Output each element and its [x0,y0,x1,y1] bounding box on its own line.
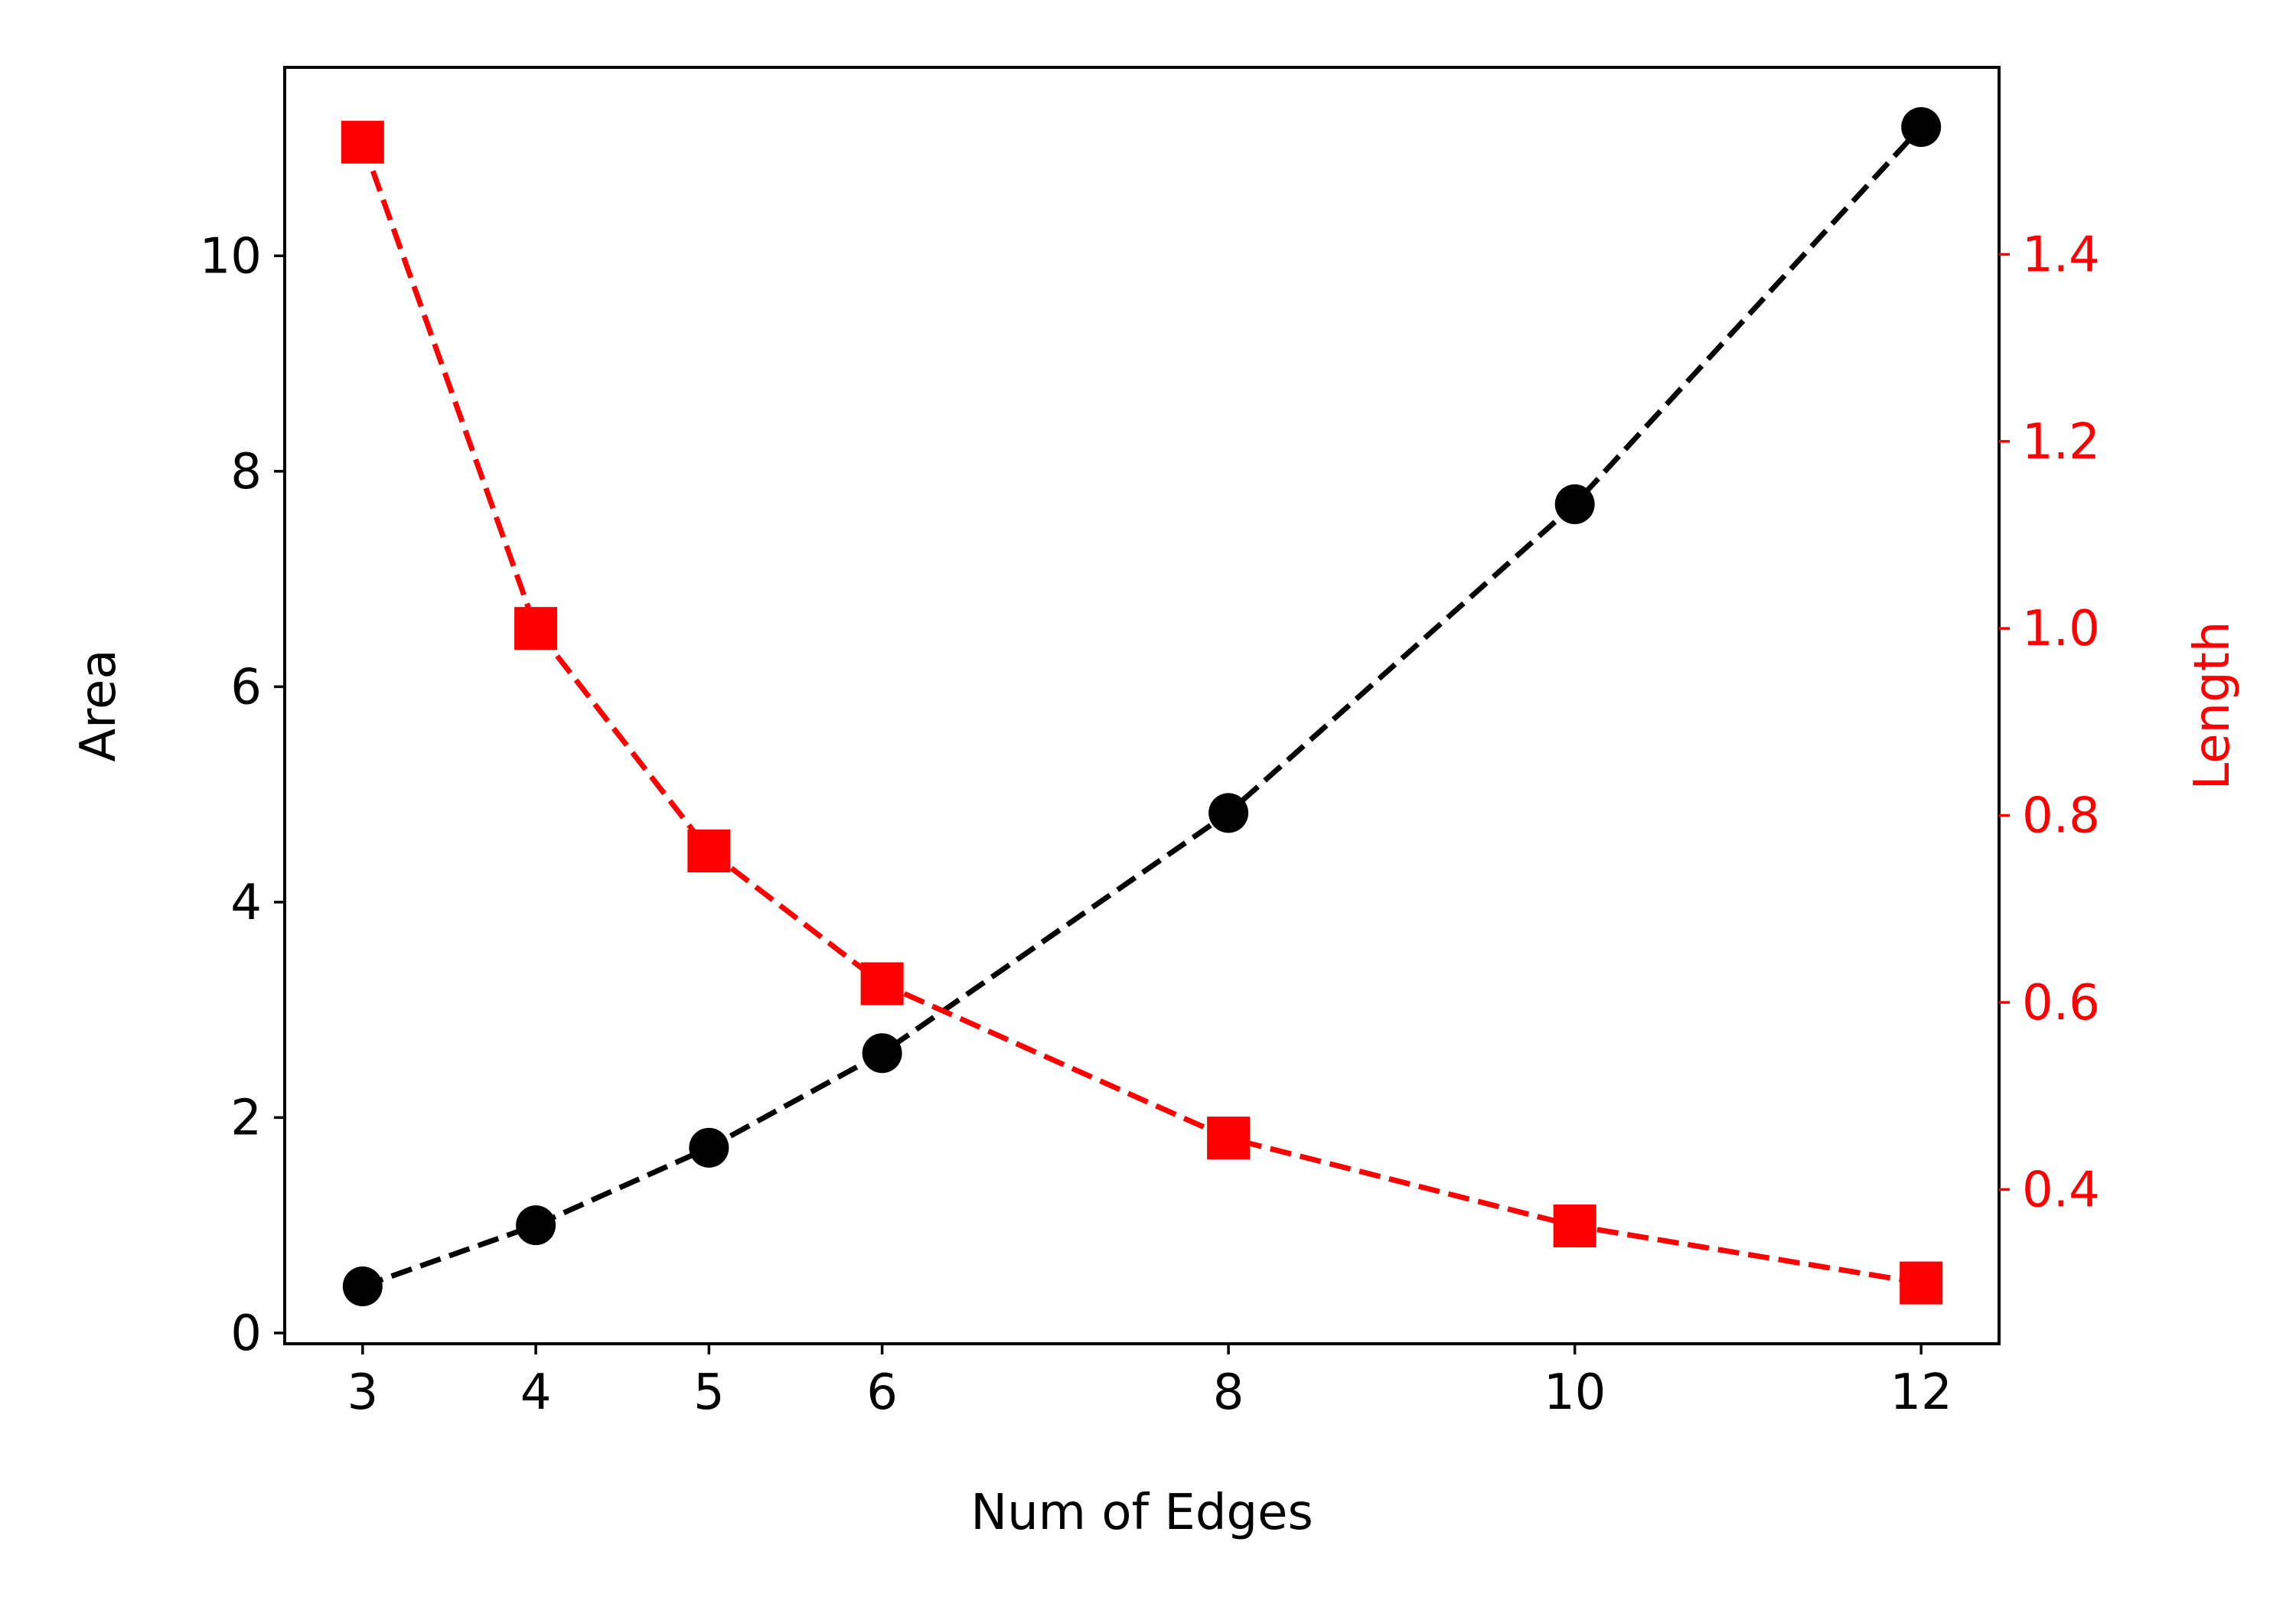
y-left-tick-label-8: 8 [230,444,262,500]
point-1-4 [514,607,558,650]
y-left-tick-label-0: 0 [230,1305,262,1362]
series-1-right [341,120,1943,1305]
point-1-3 [341,120,384,164]
x-tick-label-6: 6 [866,1364,898,1421]
point-0-5 [689,1127,729,1168]
y-axis-left: 0 2 4 6 8 10 [200,228,285,1362]
y-right-tick-label-0.6: 0.6 [2022,975,2100,1032]
y-left-tick-label-2: 2 [230,1090,262,1146]
x-tick-label-10: 10 [1544,1364,1606,1421]
point-0-10 [1554,484,1595,524]
point-1-6 [860,962,904,1006]
series-0-left [342,106,1942,1306]
x-tick-label-4: 4 [520,1364,552,1421]
y-left-tick-label-6: 6 [230,659,262,715]
point-1-12 [1900,1261,1943,1305]
x-axis: 3 4 5 6 8 10 12 [347,1344,1952,1421]
y-left-tick-label-4: 4 [230,875,262,931]
point-0-3 [342,1266,383,1306]
point-0-12 [1901,106,1942,147]
y-left-tick-label-10: 10 [200,228,262,285]
x-tick-label-3: 3 [347,1364,378,1421]
y-right-tick-label-1.0: 1.0 [2022,601,2100,657]
point-0-4 [516,1205,556,1246]
plot-frame [283,66,2001,1345]
y-right-tick-label-0.4: 0.4 [2022,1162,2100,1218]
point-1-5 [687,830,731,873]
x-tick-label-5: 5 [693,1364,725,1421]
y-axis-left-title: Area [70,649,127,761]
point-0-6 [862,1033,902,1074]
plot-area [341,106,1943,1306]
point-1-10 [1553,1204,1596,1248]
y-right-tick-label-1.2: 1.2 [2022,414,2100,471]
point-0-8 [1208,793,1249,833]
y-axis-right-title: Length [2184,621,2241,790]
point-1-8 [1207,1116,1251,1160]
y-right-tick-label-1.4: 1.4 [2022,227,2100,283]
y-right-tick-label-0.8: 0.8 [2022,788,2100,845]
x-axis-title: Num of Edges [970,1485,1313,1541]
series-line-1 [360,141,1922,1286]
y-axis-right: 0.4 0.6 0.8 1.0 1.2 1.4 [1999,227,2100,1218]
x-tick-label-12: 12 [1890,1364,1952,1421]
x-tick-label-8: 8 [1213,1364,1244,1421]
